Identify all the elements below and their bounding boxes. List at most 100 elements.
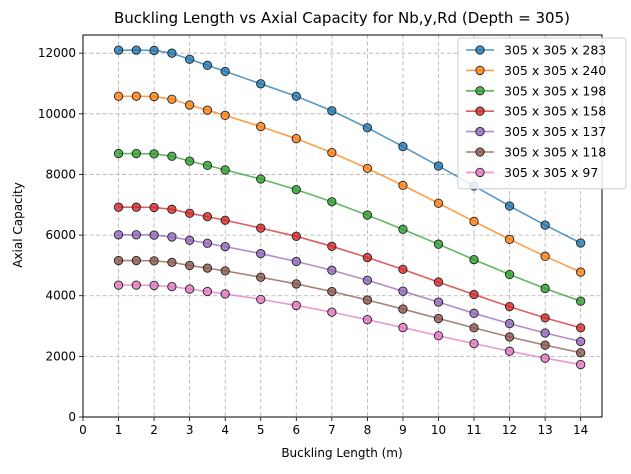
data-point [362, 315, 373, 325]
data-point [576, 336, 586, 347]
data-point [291, 256, 301, 267]
data-point [469, 255, 479, 265]
data-point [131, 148, 141, 159]
data-point [131, 280, 141, 290]
data-point [149, 202, 159, 213]
data-point [202, 238, 213, 248]
data-point [540, 283, 550, 294]
data-point [113, 45, 124, 55]
series-1 [113, 45, 586, 248]
data-point [220, 110, 230, 120]
data-point [469, 338, 479, 349]
data-point [202, 286, 213, 297]
x-tick-label: 3 [186, 423, 194, 437]
y-tick-label: 6000 [45, 228, 76, 242]
data-point [433, 297, 444, 307]
y-tick-label: 0 [68, 410, 76, 424]
legend-item: 305 x 305 x 97 [466, 165, 598, 180]
data-point [291, 134, 301, 144]
legend-item: 305 x 305 x 283 [466, 43, 606, 58]
data-point [291, 184, 301, 195]
data-point [576, 238, 586, 248]
legend-label: 305 x 305 x 158 [504, 104, 606, 119]
data-point [362, 210, 373, 220]
data-point [202, 263, 213, 273]
data-point [167, 232, 177, 242]
legend-marker [475, 86, 485, 96]
data-point [362, 123, 373, 133]
data-point [327, 241, 337, 251]
data-point [220, 215, 230, 225]
x-tick-label: 11 [466, 423, 481, 437]
legend-label: 305 x 305 x 118 [504, 145, 606, 160]
data-point [202, 160, 213, 171]
data-point [291, 279, 301, 289]
data-point [167, 94, 177, 104]
data-point [398, 264, 408, 275]
data-point [184, 235, 195, 245]
data-point [433, 239, 444, 249]
data-point [184, 156, 195, 166]
series-6 [113, 255, 586, 358]
data-point [398, 141, 408, 152]
data-point [184, 54, 195, 64]
series-layer [113, 45, 586, 370]
y-axis-label: Axial Capacity [11, 182, 25, 268]
data-point [327, 307, 337, 317]
data-point [131, 230, 141, 240]
y-tick-label: 2000 [45, 349, 76, 363]
data-point [398, 180, 408, 191]
data-point [540, 220, 550, 230]
legend-label: 305 x 305 x 240 [504, 63, 606, 78]
plot-frame [82, 34, 603, 418]
x-tick-label: 14 [573, 423, 588, 437]
data-point [184, 208, 195, 218]
data-point [167, 257, 177, 268]
data-point [469, 216, 479, 227]
x-tick-label: 4 [221, 423, 229, 437]
x-tick-label: 13 [537, 423, 552, 437]
data-point [504, 201, 515, 211]
data-point [469, 323, 479, 333]
series-2 [113, 91, 586, 277]
x-tick-label: 5 [257, 423, 265, 437]
data-point [149, 149, 159, 159]
legend-item: 305 x 305 x 240 [466, 63, 606, 78]
data-point [149, 280, 159, 291]
legend-box [457, 37, 627, 190]
data-point [131, 45, 141, 55]
data-point [131, 255, 141, 266]
data-point [504, 234, 515, 244]
data-point [220, 66, 230, 77]
series-7 [113, 280, 586, 370]
data-point [202, 105, 213, 115]
data-point [469, 289, 479, 300]
axis-ticks: 0 1 2 3 4 5 6 7 8 9 10 11 12 13 1402000400060008000100… [38, 46, 588, 437]
legend-label: 305 x 305 x 97 [504, 165, 598, 180]
legend-marker [475, 147, 485, 157]
data-point [504, 318, 515, 329]
data-point [504, 269, 515, 280]
data-point [398, 286, 408, 296]
data-point [362, 252, 373, 263]
data-point [113, 255, 124, 266]
y-tick-label: 10000 [38, 107, 76, 121]
data-point [398, 304, 408, 314]
data-point [576, 296, 586, 306]
data-point [291, 91, 301, 101]
y-tick-label: 8000 [45, 167, 76, 181]
data-point [362, 295, 373, 305]
data-point [504, 346, 515, 356]
x-tick-label: 12 [502, 423, 517, 437]
data-point [256, 272, 266, 282]
legend-marker [475, 106, 485, 116]
legend-marker [475, 167, 485, 178]
data-point [540, 313, 550, 323]
legend: 305 x 305 x 283 305 x 305 x 240 305 x 305 … [457, 37, 627, 190]
legend-item: 305 x 305 x 198 [466, 83, 606, 98]
data-point [362, 163, 373, 174]
data-point [167, 281, 177, 292]
data-point [327, 265, 337, 275]
data-point [149, 45, 159, 56]
